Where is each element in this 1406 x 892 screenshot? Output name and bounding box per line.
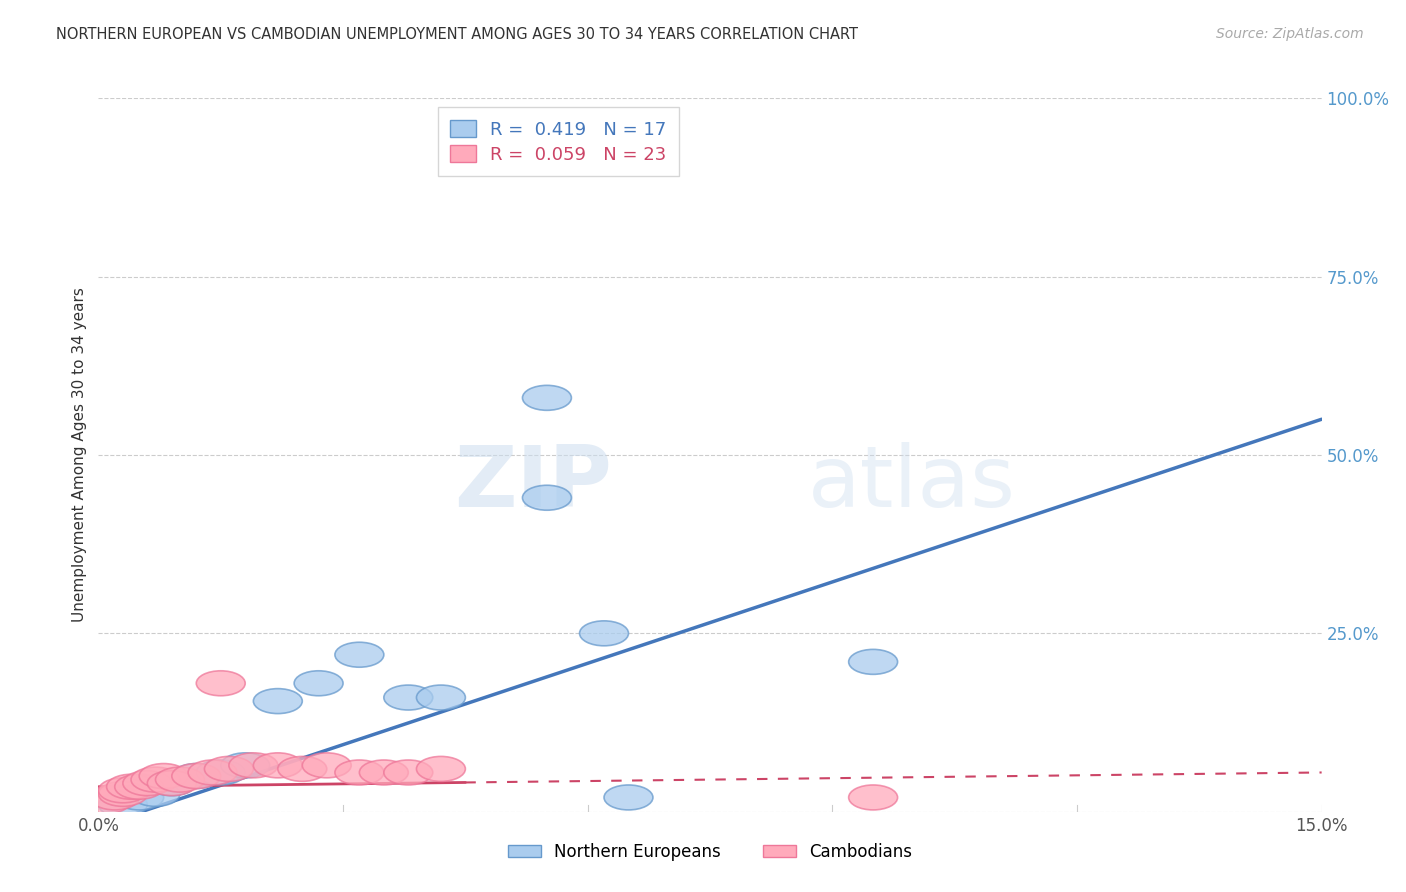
Text: ZIP: ZIP [454, 442, 612, 525]
Ellipse shape [156, 767, 204, 792]
Y-axis label: Unemployment Among Ages 30 to 34 years: Unemployment Among Ages 30 to 34 years [72, 287, 87, 623]
Ellipse shape [172, 764, 221, 789]
Ellipse shape [384, 685, 433, 710]
Ellipse shape [107, 774, 156, 799]
Ellipse shape [197, 760, 245, 785]
Text: Source: ZipAtlas.com: Source: ZipAtlas.com [1216, 27, 1364, 41]
Ellipse shape [98, 778, 148, 803]
Ellipse shape [115, 785, 163, 810]
Ellipse shape [115, 774, 163, 799]
Ellipse shape [416, 685, 465, 710]
Ellipse shape [204, 756, 253, 781]
Ellipse shape [122, 771, 172, 796]
Ellipse shape [98, 792, 148, 817]
Ellipse shape [221, 753, 270, 778]
Ellipse shape [253, 689, 302, 714]
Ellipse shape [384, 760, 433, 785]
Ellipse shape [90, 785, 139, 810]
Ellipse shape [335, 642, 384, 667]
Ellipse shape [302, 753, 352, 778]
Text: NORTHERN EUROPEAN VS CAMBODIAN UNEMPLOYMENT AMONG AGES 30 TO 34 YEARS CORRELATIO: NORTHERN EUROPEAN VS CAMBODIAN UNEMPLOYM… [56, 27, 858, 42]
Ellipse shape [849, 649, 897, 674]
Ellipse shape [188, 760, 238, 785]
Ellipse shape [172, 764, 221, 789]
Ellipse shape [360, 760, 408, 785]
Ellipse shape [139, 764, 188, 789]
Ellipse shape [148, 771, 197, 796]
Ellipse shape [82, 789, 131, 814]
Ellipse shape [579, 621, 628, 646]
Ellipse shape [278, 756, 326, 781]
Ellipse shape [849, 785, 897, 810]
Ellipse shape [229, 753, 278, 778]
Ellipse shape [294, 671, 343, 696]
Ellipse shape [131, 781, 180, 806]
Legend: Northern Europeans, Cambodians: Northern Europeans, Cambodians [501, 837, 920, 868]
Ellipse shape [523, 485, 571, 510]
Text: atlas: atlas [808, 442, 1017, 525]
Ellipse shape [605, 785, 652, 810]
Ellipse shape [416, 756, 465, 781]
Ellipse shape [131, 767, 180, 792]
Ellipse shape [148, 771, 197, 796]
Ellipse shape [197, 671, 245, 696]
Ellipse shape [523, 385, 571, 410]
Ellipse shape [335, 760, 384, 785]
Ellipse shape [98, 781, 148, 806]
Ellipse shape [253, 753, 302, 778]
